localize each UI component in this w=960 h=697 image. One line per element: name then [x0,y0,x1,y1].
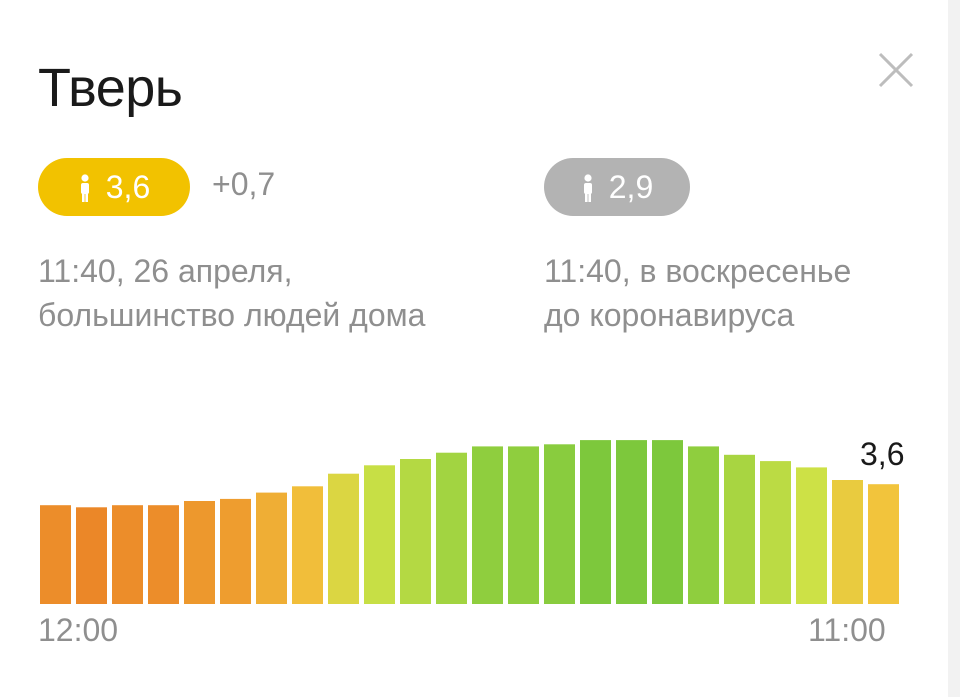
chart-bar [544,444,575,604]
city-title: Тверь [38,58,183,118]
chart-bar [184,501,215,604]
before-index-value: 2,9 [608,168,654,205]
person-icon [78,173,92,202]
chart-bar [328,473,359,604]
chart-bar [364,465,395,604]
chart-bar [148,505,179,604]
x-axis-start-label: 12:00 [38,612,119,648]
x-axis-end-label: 11:00 [808,612,886,648]
chart-bar [760,461,791,604]
chart-bar [832,480,863,604]
chart-bar [796,467,827,604]
chart-bar [400,459,431,604]
before-description-line1: 11:40, в воскресенье [544,253,852,289]
chart-bar [724,454,755,604]
chart-bar [616,440,647,604]
chart-bar [508,446,539,604]
hourly-chart [40,440,899,604]
chart-bar [220,498,251,604]
chart-bar [292,486,323,604]
chart-last-value: 3,6 [860,436,905,472]
chart-bar [652,440,683,604]
current-index-badge: 3,6 [38,158,190,216]
chart-bar [688,446,719,604]
close-icon[interactable] [874,48,918,92]
chart-bar [112,505,143,604]
person-icon [581,173,595,202]
index-delta: +0,7 [212,166,276,202]
current-description: 11:40, 26 апреля, большинство людей дома [38,249,425,337]
chart-bar [436,452,467,604]
chart-bar [40,505,71,604]
before-description-line2: до коронавируса [544,297,795,333]
chart-bar [580,440,611,604]
current-description-line1: 11:40, 26 апреля, [38,253,293,289]
current-description-line2: большинство людей дома [38,297,426,333]
chart-bar [868,484,899,604]
before-index-badge: 2,9 [544,158,690,216]
chart-bar [76,507,107,604]
current-index-value: 3,6 [105,168,151,205]
chart-bar [256,492,287,604]
before-description: 11:40, в воскресенье до коронавируса [544,249,851,337]
chart-bar [472,446,503,604]
